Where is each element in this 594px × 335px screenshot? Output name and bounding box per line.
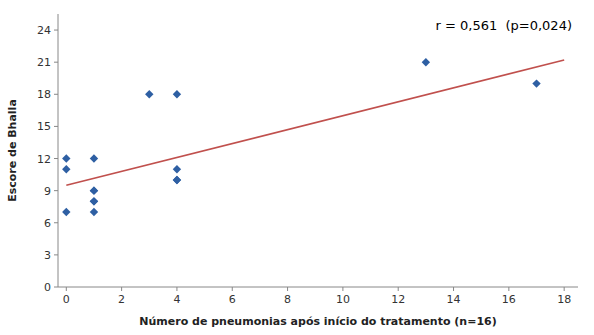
points xyxy=(62,58,541,216)
data-point xyxy=(90,197,98,205)
x-tick-label: 18 xyxy=(557,293,571,306)
y-tick xyxy=(54,126,58,127)
x-tick xyxy=(287,287,288,291)
y-tick xyxy=(54,30,58,31)
data-point xyxy=(90,154,98,162)
x-axis-line xyxy=(58,287,578,288)
x-tick-label: 16 xyxy=(502,293,516,306)
x-tick-label: 8 xyxy=(284,293,291,306)
lines xyxy=(66,60,564,185)
data-point xyxy=(90,186,98,194)
x-tick xyxy=(453,287,454,291)
x-tick-label: 0 xyxy=(63,293,70,306)
chart-svg: 02468101214161803691215182124Número de p… xyxy=(0,0,594,335)
y-tick xyxy=(54,158,58,159)
y-tick-label: 6 xyxy=(44,217,51,230)
y-tick xyxy=(54,222,58,223)
x-tick xyxy=(564,287,565,291)
y-tick-label: 9 xyxy=(44,185,51,198)
x-axis-label: Número de pneumonias após início do trat… xyxy=(139,315,497,328)
x-tick-label: 4 xyxy=(173,293,180,306)
x-tick-label: 14 xyxy=(447,293,461,306)
x-tick xyxy=(66,287,67,291)
y-axis-label: Escore de Bhalla xyxy=(6,99,19,202)
y-tick-label: 3 xyxy=(44,249,51,262)
data-point xyxy=(145,90,153,98)
x-tick xyxy=(508,287,509,291)
y-tick-label: 12 xyxy=(37,153,51,166)
data-point xyxy=(422,58,430,66)
x-tick xyxy=(232,287,233,291)
y-tick-label: 15 xyxy=(37,120,51,133)
y-tick xyxy=(54,94,58,95)
data-point xyxy=(90,197,98,205)
x-tick-label: 10 xyxy=(336,293,350,306)
data-point xyxy=(90,208,98,216)
y-tick-label: 0 xyxy=(44,281,51,294)
regression-line xyxy=(66,60,564,185)
y-tick-label: 21 xyxy=(37,56,51,69)
x-tick xyxy=(398,287,399,291)
x-tick xyxy=(121,287,122,291)
x-tick-label: 6 xyxy=(229,293,236,306)
plot-area xyxy=(62,58,564,216)
data-point xyxy=(173,90,181,98)
annotation: r = 0,561 (p=0,024) xyxy=(436,18,573,33)
data-point xyxy=(62,165,70,173)
chart-container: 02468101214161803691215182124Número de p… xyxy=(0,0,594,335)
x-tick-label: 2 xyxy=(118,293,125,306)
data-point xyxy=(90,186,98,194)
axes: 02468101214161803691215182124 xyxy=(37,14,578,306)
data-point xyxy=(62,208,70,216)
x-tick-label: 12 xyxy=(391,293,405,306)
data-point xyxy=(173,165,181,173)
y-tick xyxy=(54,287,58,288)
y-tick xyxy=(54,62,58,63)
y-tick xyxy=(54,254,58,255)
y-axis-line xyxy=(58,14,59,287)
y-tick xyxy=(54,190,58,191)
x-tick xyxy=(342,287,343,291)
data-point xyxy=(173,176,181,184)
x-tick xyxy=(176,287,177,291)
y-tick-label: 24 xyxy=(37,24,51,37)
data-point xyxy=(173,176,181,184)
data-point xyxy=(532,79,540,87)
y-tick-label: 18 xyxy=(37,88,51,101)
data-point xyxy=(62,154,70,162)
